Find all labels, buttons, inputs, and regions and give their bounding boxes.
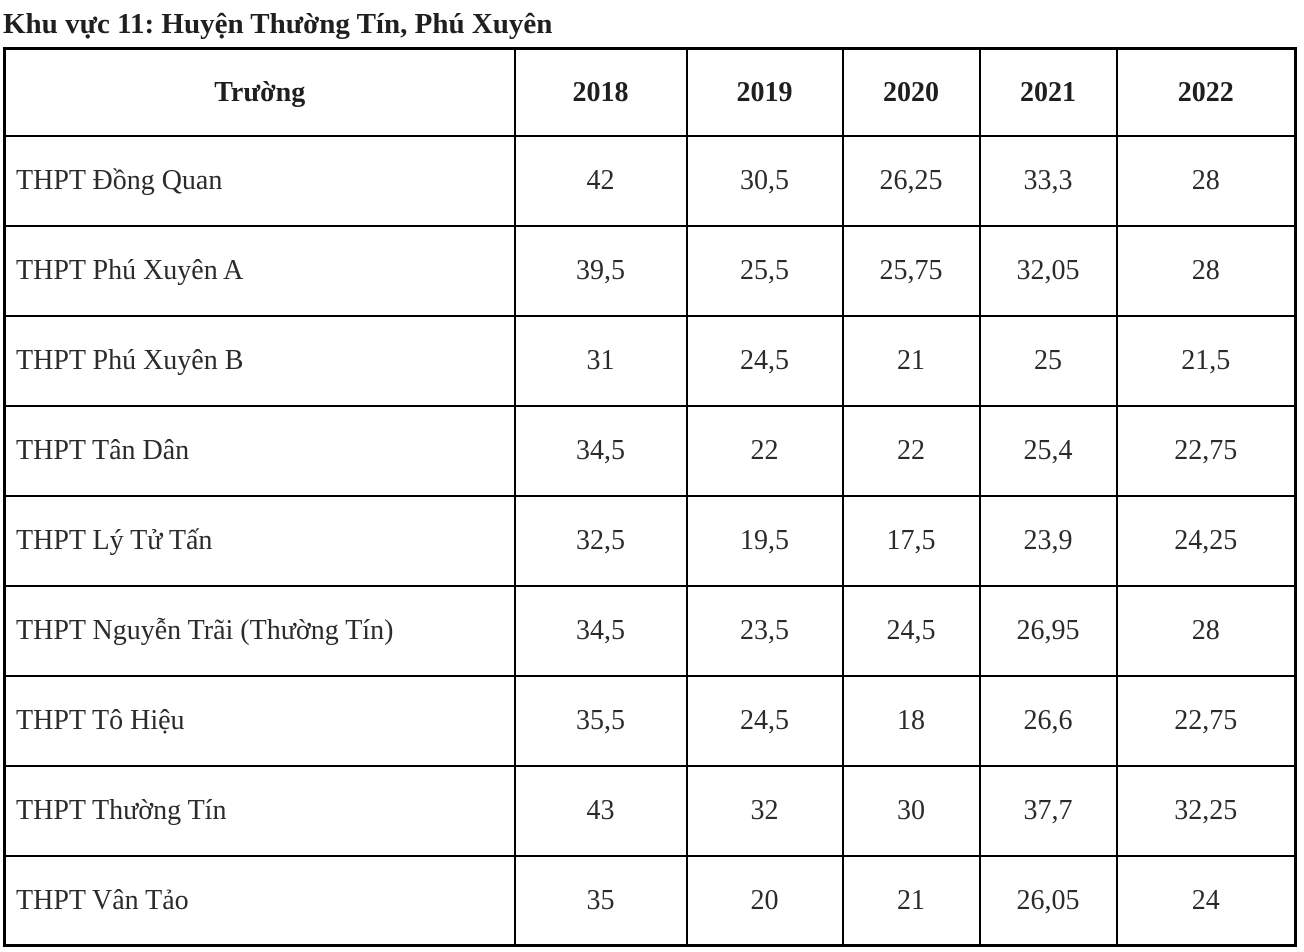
score-cell: 31 (513, 314, 688, 407)
score-cell: 26,05 (978, 854, 1118, 947)
school-name-cell: THPT Lý Tử Tấn (3, 494, 516, 587)
score-cell: 43 (513, 764, 688, 857)
score-cell: 23,9 (978, 494, 1118, 587)
table-row: THPT Vân Tảo 35 20 21 26,05 24 (3, 854, 1297, 947)
year-column-header-2018: 2018 (513, 47, 688, 137)
score-cell: 20 (685, 854, 844, 947)
score-cell: 26,25 (841, 134, 981, 227)
score-cell: 25,75 (841, 224, 981, 317)
score-cell: 42 (513, 134, 688, 227)
score-cell: 30 (841, 764, 981, 857)
score-cell: 26,95 (978, 584, 1118, 677)
score-cell: 25,5 (685, 224, 844, 317)
table-row: THPT Đồng Quan 42 30,5 26,25 33,3 28 (3, 134, 1297, 227)
table-row: THPT Tân Dân 34,5 22 22 25,4 22,75 (3, 404, 1297, 497)
score-cell: 21 (841, 314, 981, 407)
score-cell: 24 (1115, 854, 1297, 947)
school-column-header: Trường (3, 47, 516, 137)
score-cell: 23,5 (685, 584, 844, 677)
score-cell: 32 (685, 764, 844, 857)
score-cell: 33,3 (978, 134, 1118, 227)
score-cell: 37,7 (978, 764, 1118, 857)
score-cell: 28 (1115, 134, 1297, 227)
school-name-cell: THPT Tân Dân (3, 404, 516, 497)
school-name-cell: THPT Phú Xuyên A (3, 224, 516, 317)
score-cell: 30,5 (685, 134, 844, 227)
score-cell: 24,5 (685, 674, 844, 767)
score-cell: 25,4 (978, 404, 1118, 497)
score-cell: 34,5 (513, 584, 688, 677)
table-row: THPT Thường Tín 43 32 30 37,7 32,25 (3, 764, 1297, 857)
score-cell: 18 (841, 674, 981, 767)
table-row: THPT Lý Tử Tấn 32,5 19,5 17,5 23,9 24,25 (3, 494, 1297, 587)
school-name-cell: THPT Tô Hiệu (3, 674, 516, 767)
admission-scores-table: Trường 2018 2019 2020 2021 2022 THPT Đồn… (3, 47, 1297, 948)
score-cell: 32,25 (1115, 764, 1297, 857)
score-cell: 24,5 (841, 584, 981, 677)
score-cell: 19,5 (685, 494, 844, 587)
school-name-cell: THPT Vân Tảo (3, 854, 516, 947)
score-cell: 22,75 (1115, 404, 1297, 497)
score-cell: 21,5 (1115, 314, 1297, 407)
score-cell: 22 (841, 404, 981, 497)
table-row: THPT Phú Xuyên A 39,5 25,5 25,75 32,05 2… (3, 224, 1297, 317)
table-row: THPT Nguyễn Trãi (Thường Tín) 34,5 23,5 … (3, 584, 1297, 677)
score-cell: 34,5 (513, 404, 688, 497)
school-name-cell: THPT Thường Tín (3, 764, 516, 857)
school-name-cell: THPT Phú Xuyên B (3, 314, 516, 407)
year-column-header-2021: 2021 (978, 47, 1118, 137)
score-cell: 39,5 (513, 224, 688, 317)
year-column-header-2022: 2022 (1115, 47, 1297, 137)
page-title: Khu vực 11: Huyện Thường Tín, Phú Xuyên (3, 8, 553, 40)
score-cell: 25 (978, 314, 1118, 407)
score-cell: 24,5 (685, 314, 844, 407)
score-cell: 28 (1115, 584, 1297, 677)
score-cell: 22 (685, 404, 844, 497)
score-cell: 32,5 (513, 494, 688, 587)
score-cell: 28 (1115, 224, 1297, 317)
year-column-header-2019: 2019 (685, 47, 844, 137)
score-cell: 32,05 (978, 224, 1118, 317)
table-row: THPT Tô Hiệu 35,5 24,5 18 26,6 22,75 (3, 674, 1297, 767)
year-column-header-2020: 2020 (841, 47, 981, 137)
score-cell: 35 (513, 854, 688, 947)
score-cell: 17,5 (841, 494, 981, 587)
score-cell: 26,6 (978, 674, 1118, 767)
score-cell: 21 (841, 854, 981, 947)
score-cell: 35,5 (513, 674, 688, 767)
header-row: Trường 2018 2019 2020 2021 2022 (3, 47, 1297, 137)
score-cell: 22,75 (1115, 674, 1297, 767)
table-row: THPT Phú Xuyên B 31 24,5 21 25 21,5 (3, 314, 1297, 407)
school-name-cell: THPT Nguyễn Trãi (Thường Tín) (3, 584, 516, 677)
score-cell: 24,25 (1115, 494, 1297, 587)
school-name-cell: THPT Đồng Quan (3, 134, 516, 227)
